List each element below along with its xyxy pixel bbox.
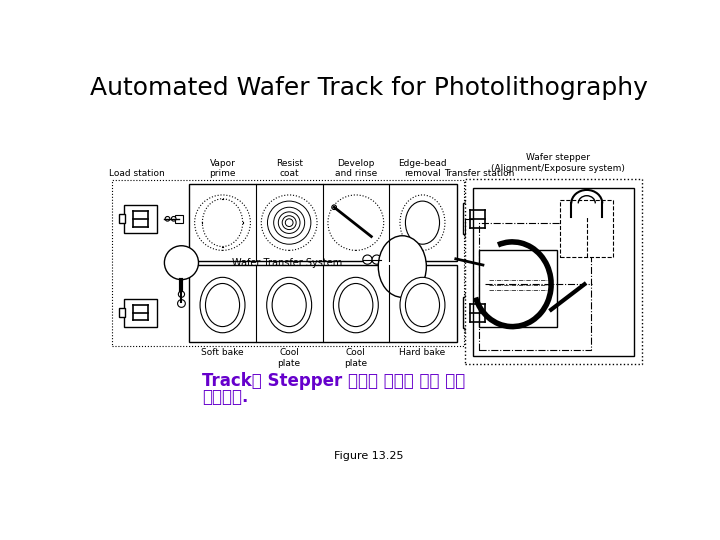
Bar bbox=[189, 184, 456, 261]
Ellipse shape bbox=[339, 284, 373, 327]
Text: Cool
plate: Cool plate bbox=[344, 348, 367, 368]
Text: Hard bake: Hard bake bbox=[400, 348, 446, 357]
Circle shape bbox=[328, 195, 384, 251]
Bar bbox=[560, 200, 613, 257]
FancyBboxPatch shape bbox=[463, 204, 492, 234]
FancyBboxPatch shape bbox=[175, 215, 183, 222]
Text: Wafer stepper
(Alignment/Exposure system): Wafer stepper (Alignment/Exposure system… bbox=[491, 153, 625, 173]
Circle shape bbox=[178, 300, 185, 307]
Circle shape bbox=[274, 207, 305, 238]
Circle shape bbox=[282, 215, 296, 230]
Circle shape bbox=[363, 255, 372, 264]
Ellipse shape bbox=[405, 284, 439, 327]
Text: Resist
coat: Resist coat bbox=[276, 159, 302, 178]
Circle shape bbox=[261, 195, 317, 251]
Ellipse shape bbox=[202, 199, 243, 247]
Ellipse shape bbox=[400, 278, 445, 333]
FancyBboxPatch shape bbox=[465, 234, 490, 238]
Text: 제어된다.: 제어된다. bbox=[202, 388, 248, 407]
Circle shape bbox=[332, 205, 336, 210]
Text: Automated Wafer Track for Photolithography: Automated Wafer Track for Photolithograp… bbox=[90, 76, 648, 100]
Text: Figure 13.25: Figure 13.25 bbox=[334, 451, 404, 461]
FancyBboxPatch shape bbox=[120, 214, 125, 224]
FancyBboxPatch shape bbox=[124, 299, 157, 327]
Circle shape bbox=[279, 212, 300, 233]
Bar bbox=[112, 180, 464, 346]
Circle shape bbox=[179, 291, 184, 298]
FancyBboxPatch shape bbox=[465, 200, 490, 204]
Ellipse shape bbox=[378, 236, 426, 298]
FancyBboxPatch shape bbox=[124, 205, 157, 233]
Text: Soft bake: Soft bake bbox=[201, 348, 244, 357]
Text: Edge-bead
removal: Edge-bead removal bbox=[398, 159, 447, 178]
Text: Transfer station: Transfer station bbox=[444, 169, 514, 178]
Bar bbox=[479, 249, 557, 327]
Text: Wafer Transfer System: Wafer Transfer System bbox=[233, 258, 343, 268]
Circle shape bbox=[285, 219, 293, 226]
Bar bbox=[473, 188, 634, 356]
Ellipse shape bbox=[272, 284, 306, 327]
Circle shape bbox=[372, 255, 382, 264]
Circle shape bbox=[171, 217, 176, 221]
Text: Cool
plate: Cool plate bbox=[278, 348, 301, 368]
Ellipse shape bbox=[333, 278, 378, 333]
Ellipse shape bbox=[200, 278, 245, 333]
Ellipse shape bbox=[266, 278, 312, 333]
FancyBboxPatch shape bbox=[120, 308, 125, 318]
Circle shape bbox=[474, 260, 482, 268]
Circle shape bbox=[164, 246, 199, 280]
Circle shape bbox=[165, 217, 170, 221]
Bar bbox=[479, 222, 591, 350]
Bar bbox=[189, 265, 456, 342]
FancyBboxPatch shape bbox=[465, 294, 490, 298]
Ellipse shape bbox=[405, 201, 439, 244]
Circle shape bbox=[267, 201, 311, 244]
Text: Load station: Load station bbox=[109, 169, 164, 178]
FancyBboxPatch shape bbox=[463, 298, 492, 328]
Text: Develop
and rinse: Develop and rinse bbox=[335, 159, 377, 178]
Bar bbox=[465, 179, 642, 363]
Circle shape bbox=[194, 195, 251, 251]
Text: Vapor
prime: Vapor prime bbox=[210, 159, 235, 178]
Ellipse shape bbox=[400, 195, 445, 251]
FancyBboxPatch shape bbox=[465, 328, 490, 332]
Text: Track과 Stepper 사이는 로봇에 의해 자동: Track과 Stepper 사이는 로봇에 의해 자동 bbox=[202, 372, 466, 389]
Circle shape bbox=[482, 262, 489, 269]
Ellipse shape bbox=[205, 284, 240, 327]
